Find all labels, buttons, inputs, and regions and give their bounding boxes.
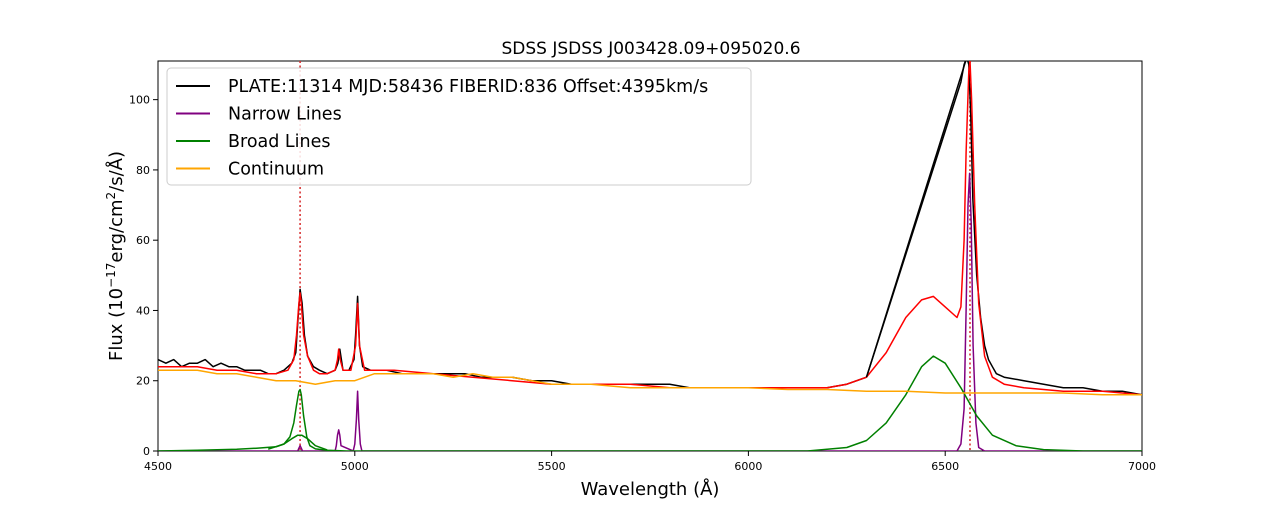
y-axis-label: Flux (10−17erg/cm2/s/Å): [104, 151, 127, 361]
y-tick-label: 100: [129, 94, 150, 107]
y-tick-label: 0: [143, 445, 150, 458]
y-tick-label: 60: [136, 234, 150, 247]
series-line-4-broad-lines: [158, 355, 1142, 451]
legend: PLATE:11314 MJD:58436 FIBERID:836 Offset…: [166, 67, 752, 186]
legend-label-0: PLATE:11314 MJD:58436 FIBERID:836 Offset…: [228, 77, 708, 97]
x-tick-label: 7000: [1128, 460, 1156, 473]
y-tick-label: 40: [136, 304, 150, 317]
series-line-5-unnamed: [267, 434, 328, 451]
x-axis-label: Wavelength (Å): [581, 478, 720, 500]
series-line-2-unnamed: [865, 61, 967, 378]
x-tick-label: 5000: [341, 460, 369, 473]
x-axis: 4500 5000 5500 6000 6500 7000: [144, 451, 1156, 473]
x-tick-label: 5500: [538, 460, 566, 473]
y-tick-label: 80: [136, 164, 150, 177]
x-tick-label: 6500: [931, 460, 959, 473]
legend-label-2: Broad Lines: [228, 132, 331, 152]
chart-title: SDSS JSDSS J003428.09+095020.6: [501, 39, 800, 59]
x-tick-label: 6000: [734, 460, 762, 473]
y-tick-label: 20: [136, 375, 150, 388]
x-tick-label: 4500: [144, 460, 172, 473]
series-line-1-unnamed: [158, 61, 1142, 396]
y-axis: 0 20 40 60 80 100: [129, 94, 158, 458]
series-layer: [158, 61, 1142, 451]
plot-area: [157, 60, 1143, 452]
legend-label-3: Continuum: [228, 160, 324, 180]
legend-label-1: Narrow Lines: [228, 105, 342, 125]
series-line-6-continuum: [158, 369, 1142, 396]
series-line-3-narrow-lines: [158, 172, 1142, 451]
legend-box: [166, 67, 752, 186]
